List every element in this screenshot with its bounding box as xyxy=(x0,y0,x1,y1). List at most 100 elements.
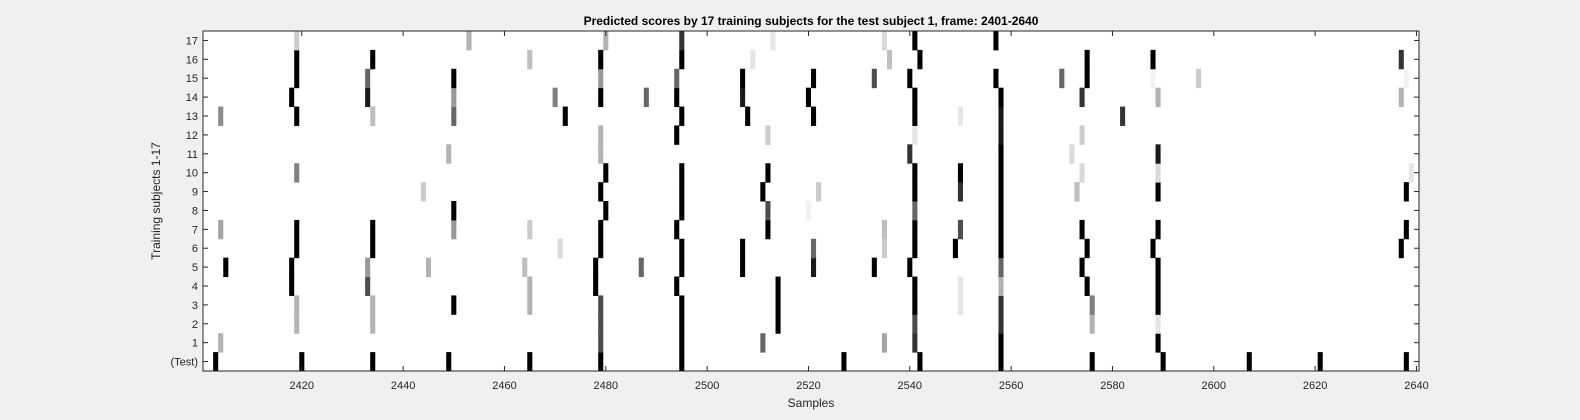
event-bar xyxy=(998,182,1004,202)
event-bar xyxy=(760,333,766,353)
event-bar xyxy=(1403,219,1409,240)
event-bar xyxy=(998,238,1004,259)
event-bar xyxy=(775,295,781,315)
event-bar xyxy=(598,352,604,372)
event-bar xyxy=(1155,333,1161,353)
y-tick-label: 17 xyxy=(186,35,198,47)
x-tick-label: 2540 xyxy=(898,380,922,392)
event-bar xyxy=(952,238,958,259)
event-bar xyxy=(522,257,528,278)
event-bar xyxy=(998,125,1004,145)
event-bar xyxy=(679,314,685,334)
event-bar xyxy=(638,257,644,278)
plot-frame xyxy=(202,30,1420,372)
event-bar xyxy=(1150,68,1156,89)
event-bar xyxy=(1317,352,1323,372)
event-bar xyxy=(912,314,918,334)
event-bar xyxy=(425,257,431,278)
event-bar xyxy=(1155,182,1161,202)
event-bar xyxy=(598,144,604,164)
event-bar xyxy=(679,49,685,70)
event-bar xyxy=(294,219,300,240)
event-bar xyxy=(603,31,609,51)
event-bar xyxy=(1084,49,1090,70)
event-bar xyxy=(750,49,756,70)
event-bar xyxy=(1403,182,1409,202)
event-bar xyxy=(598,333,604,353)
event-bar xyxy=(527,352,533,372)
event-bar xyxy=(1155,257,1161,278)
event-bar xyxy=(451,295,457,315)
event-bar xyxy=(1398,238,1404,259)
event-bar xyxy=(365,68,371,89)
event-bar xyxy=(1155,219,1161,240)
event-bar xyxy=(370,238,376,259)
event-bar xyxy=(1150,238,1156,259)
x-axis-label: Samples xyxy=(788,396,835,410)
event-bar xyxy=(446,352,452,372)
event-bar xyxy=(218,219,224,240)
event-bar xyxy=(679,182,685,202)
y-tick-label: 5 xyxy=(192,262,198,274)
event-bar xyxy=(218,333,224,353)
event-bar xyxy=(917,49,923,70)
y-tick-label: 10 xyxy=(186,168,198,180)
event-bar xyxy=(1150,49,1156,70)
event-bar xyxy=(598,314,604,334)
event-bar xyxy=(294,295,300,315)
y-tick-label: 13 xyxy=(186,111,198,123)
y-tick-label: 6 xyxy=(192,243,198,255)
event-bar xyxy=(598,49,604,70)
event-bar xyxy=(917,352,923,372)
event-bar xyxy=(1408,163,1414,183)
event-bar xyxy=(466,31,472,51)
event-bar xyxy=(365,87,371,108)
event-bar xyxy=(998,201,1004,221)
event-bar xyxy=(907,257,913,278)
event-bar xyxy=(1246,352,1252,372)
event-bar xyxy=(1403,68,1409,89)
event-bar xyxy=(598,87,604,108)
event-bar xyxy=(598,295,604,315)
event-bar xyxy=(679,333,685,353)
x-tick-label: 2420 xyxy=(290,380,314,392)
event-bar xyxy=(740,238,746,259)
y-tick-label: 15 xyxy=(186,73,198,85)
event-bar xyxy=(912,31,918,51)
event-bar xyxy=(294,68,300,89)
event-bar xyxy=(998,314,1004,334)
event-bar xyxy=(1403,352,1409,372)
event-bar xyxy=(527,276,533,296)
event-bar xyxy=(598,125,604,145)
event-bar xyxy=(1160,352,1166,372)
event-bar xyxy=(998,106,1004,126)
event-bar xyxy=(775,314,781,334)
event-bar xyxy=(603,201,609,221)
event-bar xyxy=(740,68,746,89)
y-tick-label: 8 xyxy=(192,205,198,217)
event-bars xyxy=(213,31,1414,372)
event-bar xyxy=(998,276,1004,296)
event-bar xyxy=(770,31,776,51)
event-bar xyxy=(993,68,999,89)
event-bar xyxy=(881,333,887,353)
x-tick-label: 2500 xyxy=(695,380,719,392)
event-bar xyxy=(289,87,295,108)
event-bar xyxy=(957,182,963,202)
event-bar xyxy=(1079,87,1085,108)
event-bar xyxy=(1079,163,1085,183)
event-bar xyxy=(370,49,376,70)
event-bar xyxy=(679,201,685,221)
y-tick-label: 3 xyxy=(192,300,198,312)
event-bar xyxy=(957,276,963,296)
event-bar xyxy=(1074,182,1080,202)
event-bar xyxy=(294,106,300,126)
event-bar xyxy=(811,68,817,89)
event-bar xyxy=(679,163,685,183)
event-bar xyxy=(674,87,680,108)
event-bar xyxy=(881,31,887,51)
event-bar xyxy=(451,87,457,108)
